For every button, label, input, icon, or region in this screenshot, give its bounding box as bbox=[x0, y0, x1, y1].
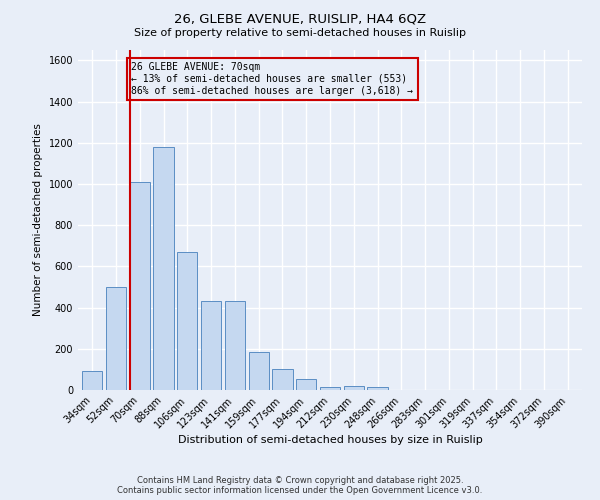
Bar bbox=[320, 387, 340, 390]
Text: 26 GLEBE AVENUE: 70sqm
← 13% of semi-detached houses are smaller (553)
86% of se: 26 GLEBE AVENUE: 70sqm ← 13% of semi-det… bbox=[131, 62, 413, 96]
Bar bbox=[177, 252, 197, 390]
Bar bbox=[225, 302, 245, 390]
Bar bbox=[272, 370, 293, 390]
Bar bbox=[344, 386, 364, 390]
Bar bbox=[82, 372, 103, 390]
Text: Size of property relative to semi-detached houses in Ruislip: Size of property relative to semi-detach… bbox=[134, 28, 466, 38]
Y-axis label: Number of semi-detached properties: Number of semi-detached properties bbox=[33, 124, 43, 316]
Bar bbox=[296, 378, 316, 390]
Bar bbox=[106, 287, 126, 390]
Bar bbox=[201, 302, 221, 390]
X-axis label: Distribution of semi-detached houses by size in Ruislip: Distribution of semi-detached houses by … bbox=[178, 436, 482, 446]
Bar bbox=[248, 352, 269, 390]
Bar bbox=[154, 147, 173, 390]
Text: 26, GLEBE AVENUE, RUISLIP, HA4 6QZ: 26, GLEBE AVENUE, RUISLIP, HA4 6QZ bbox=[174, 12, 426, 26]
Bar bbox=[130, 182, 150, 390]
Bar bbox=[367, 387, 388, 390]
Text: Contains HM Land Registry data © Crown copyright and database right 2025.
Contai: Contains HM Land Registry data © Crown c… bbox=[118, 476, 482, 495]
